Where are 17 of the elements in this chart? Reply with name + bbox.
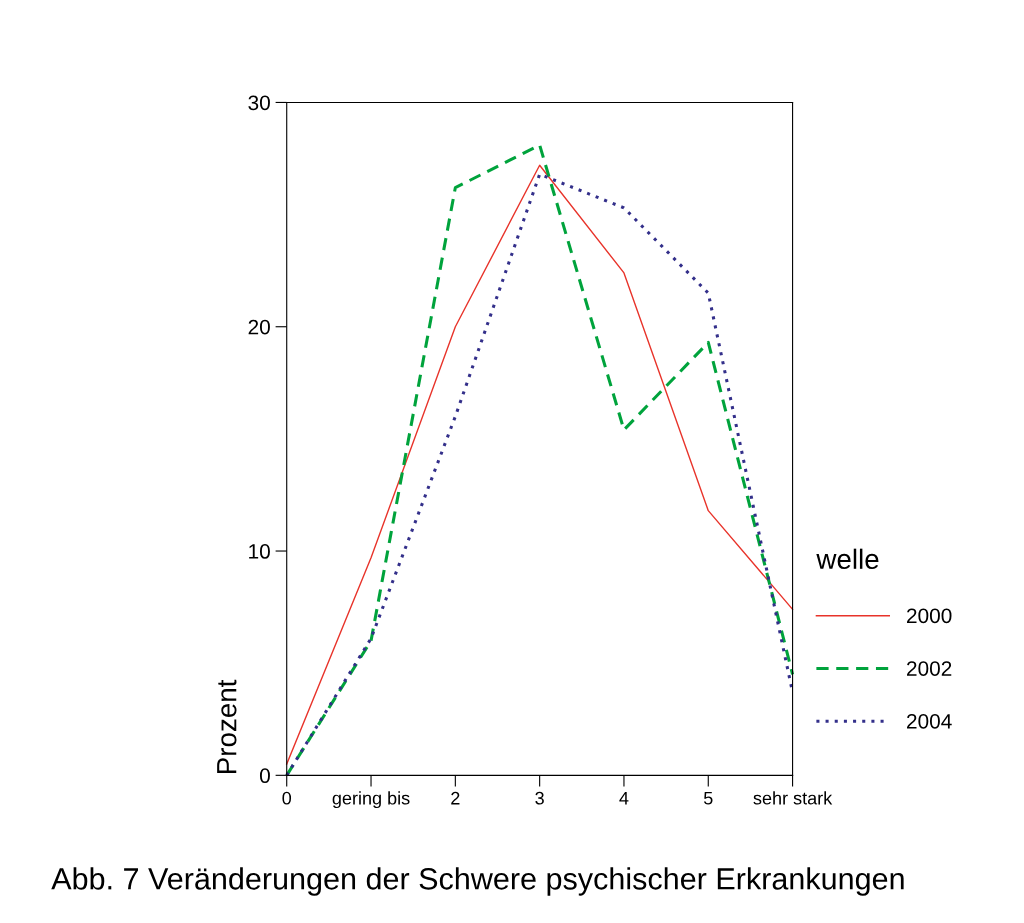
- x-tick-label: 0: [282, 791, 292, 805]
- legend-label: 2004: [907, 713, 952, 729]
- x-tick-label: gering bis: [332, 791, 410, 809]
- legend-label: 2000: [907, 608, 952, 624]
- y-tick-label: 20: [248, 319, 270, 335]
- y-axis-title: Prozent: [217, 679, 237, 774]
- y-tick-label: 0: [259, 768, 270, 784]
- x-tick-label: sehr stark: [753, 791, 833, 805]
- x-tick-label: 2: [451, 791, 460, 805]
- caption: Abb. 7 Veränderungen der Schwere psychischer Erkrankungen: [51, 867, 904, 896]
- y-tick-label: 10: [249, 544, 270, 559]
- legend-label: 2002: [907, 661, 952, 676]
- legend-title: welle: [816, 548, 879, 570]
- y-tick-label: 30: [248, 95, 270, 111]
- x-tick-label: 5: [703, 791, 713, 805]
- x-tick-label: 3: [535, 791, 544, 805]
- x-tick-label: 4: [619, 791, 629, 805]
